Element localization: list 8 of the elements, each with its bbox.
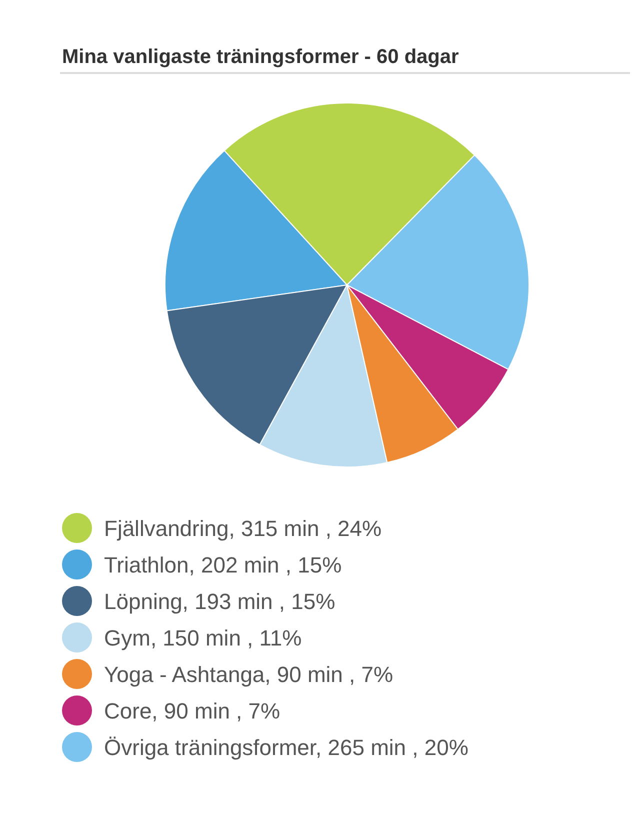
chart-title: Mina vanligaste träningsformer - 60 dagar (62, 46, 459, 68)
legend-label: Fjällvandring, 315 min , 24% (104, 516, 382, 541)
legend-label: Övriga träningsformer, 265 min , 20% (104, 735, 468, 760)
legend-label: Gym, 150 min , 11% (104, 626, 302, 650)
legend-label: Triathlon, 202 min , 15% (104, 552, 342, 578)
legend-label: Core, 90 min , 7% (104, 698, 280, 724)
legend-label: Yoga - Ashtanga, 90 min , 7% (104, 662, 394, 687)
legend-label: Löpning, 193 min , 15% (104, 589, 336, 614)
